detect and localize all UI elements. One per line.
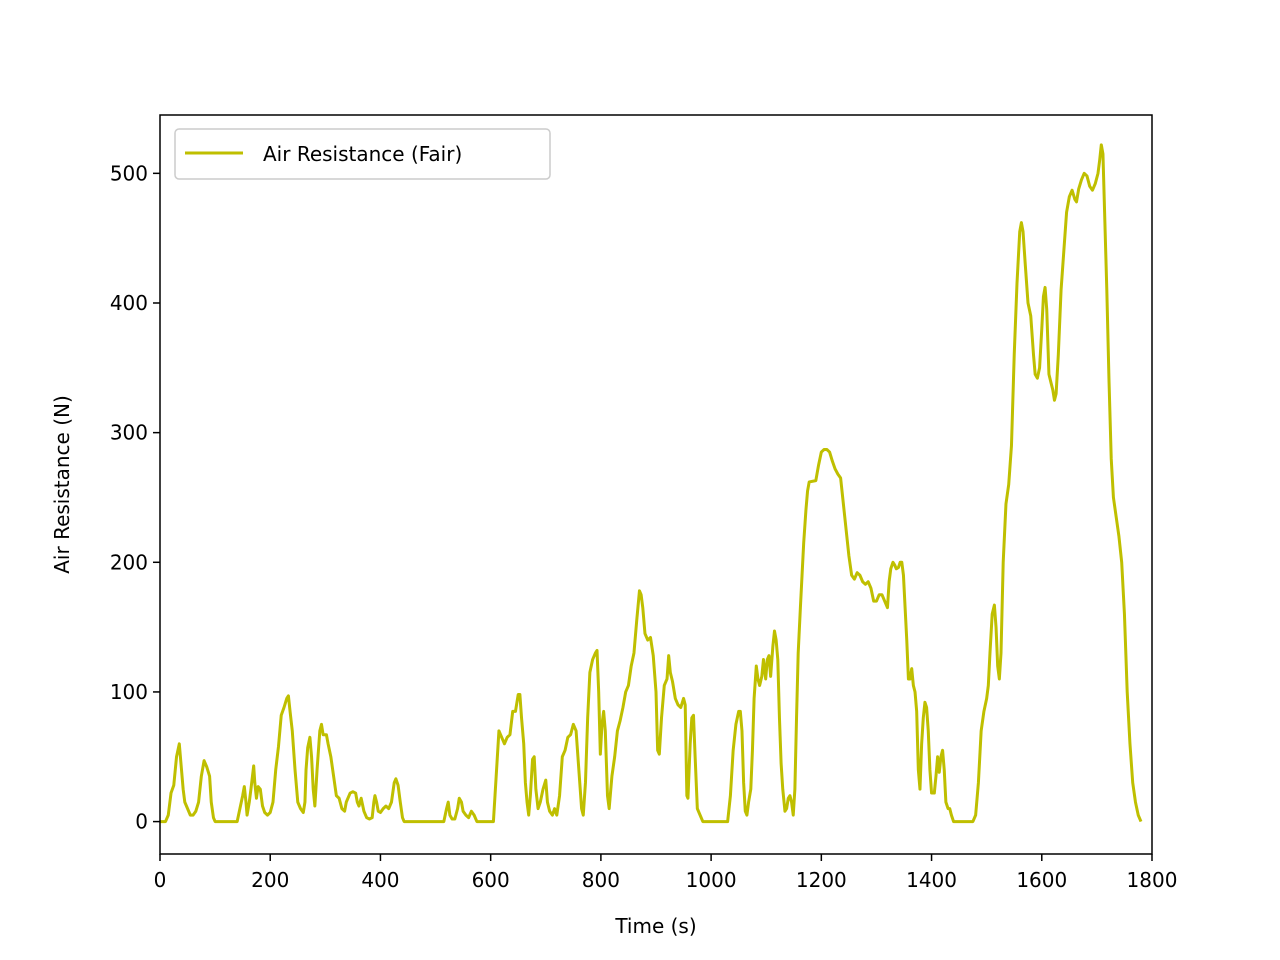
x-tick-label: 800	[582, 868, 620, 892]
x-tick-label: 1000	[686, 868, 737, 892]
x-tick-label: 0	[154, 868, 167, 892]
y-tick-label: 100	[110, 680, 148, 704]
x-tick-label: 1600	[1016, 868, 1067, 892]
x-axis-ticks: 0 200 400 600 800 1000 1200 1400 1600 1800	[154, 854, 1178, 892]
x-tick-label: 1800	[1127, 868, 1178, 892]
y-tick-label: 0	[135, 810, 148, 834]
y-axis-ticks: 0 100 200 300 400 500	[110, 161, 160, 834]
legend: Air Resistance (Fair)	[174, 128, 551, 180]
y-axis-label: Air Resistance (N)	[50, 395, 74, 574]
x-tick-label: 400	[361, 868, 399, 892]
plot-frame	[159, 114, 1153, 855]
x-tick-label: 600	[472, 868, 510, 892]
legend-box	[174, 128, 551, 180]
y-tick-label: 500	[110, 161, 148, 185]
y-tick-label: 300	[110, 421, 148, 445]
x-axis-label: Time (s)	[614, 914, 696, 938]
x-tick-label: 200	[251, 868, 289, 892]
y-tick-label: 400	[110, 291, 148, 315]
y-tick-label: 200	[110, 550, 148, 574]
x-tick-label: 1400	[906, 868, 957, 892]
x-tick-label: 1200	[796, 868, 847, 892]
legend-entry-label: Air Resistance (Fair)	[263, 142, 462, 166]
series-line-0	[160, 143, 1143, 824]
plot-content	[160, 143, 1143, 824]
